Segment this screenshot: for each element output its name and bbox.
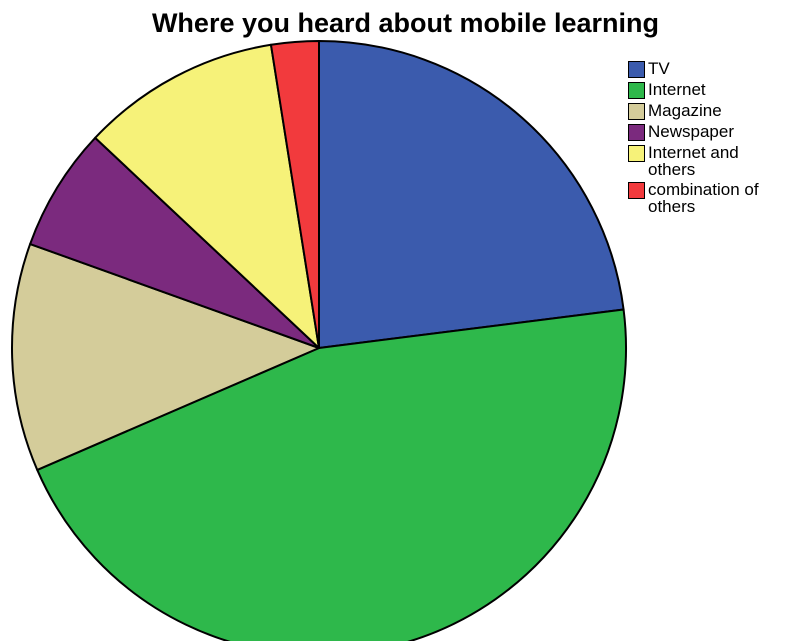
legend-label: TV — [648, 59, 670, 78]
legend-label: Magazine — [648, 101, 722, 120]
legend-item: Newspaper — [628, 123, 808, 141]
legend-swatch — [628, 145, 645, 162]
pie-slice-internet-and-others — [94, 43, 320, 349]
legend-item: Internet and others — [628, 144, 808, 178]
legend-swatch — [628, 182, 645, 199]
legend-item: combination of others — [628, 181, 808, 215]
legend-item: Magazine — [628, 102, 808, 120]
legend-item: TV — [628, 60, 808, 78]
pie-slice-newspaper — [29, 136, 320, 349]
legend-label: Internet and others — [648, 143, 739, 179]
legend-swatch — [628, 82, 645, 99]
legend-label: Internet — [648, 80, 706, 99]
pie-slice-combination-of-others — [269, 40, 320, 349]
pie-slice-magazine — [11, 243, 320, 471]
chart-title: Where you heard about mobile learning — [151, 8, 660, 38]
legend: TV Internet Magazine Newspaper Internet and … — [628, 60, 808, 218]
pie-slices — [11, 40, 627, 641]
legend-swatch — [628, 103, 645, 120]
pie-slice-tv — [318, 40, 625, 349]
legend-item: Internet — [628, 81, 808, 99]
pie-slice-internet — [36, 308, 627, 641]
legend-swatch — [628, 124, 645, 141]
legend-label: Newspaper — [648, 122, 734, 141]
legend-swatch — [628, 61, 645, 78]
legend-label: combination of others — [648, 180, 759, 216]
